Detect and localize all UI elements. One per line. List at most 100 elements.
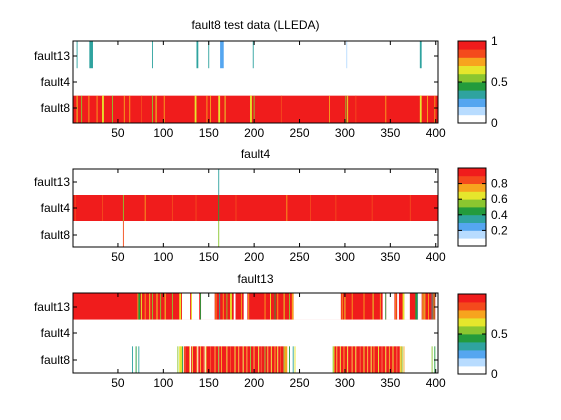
colorbar-segment-0: [458, 114, 486, 124]
heat-cell-fault8-70: [340, 346, 344, 373]
heat-cell-fault8-74: [348, 346, 352, 373]
heat-cell-fault8-85: [370, 346, 372, 373]
heat-cell-fault13-26: [270, 293, 271, 320]
x-tick-label-350: 350: [380, 250, 400, 264]
heat-cell-fault8-12: [196, 346, 198, 373]
heat-cell-fault8-68: [337, 346, 340, 373]
heat-cell-fault13-9: [171, 293, 173, 320]
heat-cell-fault8-58: [280, 346, 284, 373]
heat-cell-fault8-16: [203, 346, 205, 373]
heat-cell-fault8-76: [352, 346, 356, 373]
panel-2-heatmap: [73, 169, 438, 247]
panel-1-x-axis: 50 100 150 200 250 300 350 400: [73, 41, 446, 140]
heat-cell-fault8-82: [364, 346, 368, 373]
heat-cell-fault13-49: [422, 293, 424, 320]
colorbar-segment-4: [458, 82, 486, 91]
heat-cell-fault8-8: [189, 346, 191, 373]
heat-cell-fault8-27: [226, 346, 228, 373]
heat-cell-fault4-2: [122, 195, 124, 221]
heat-cell-fault13-29: [283, 293, 285, 320]
heat-cell-fault13-25: [264, 293, 266, 320]
colorbar-segment-5: [458, 73, 486, 83]
colorbar-segment-2: [458, 222, 486, 231]
heat-cell-fault8-7: [185, 346, 190, 373]
heat-cell-fault8-0: [132, 346, 133, 373]
heat-cell-fault8-20: [329, 95, 330, 123]
heat-cell-fault8-62: [292, 346, 294, 373]
heat-cell-fault8-57: [280, 346, 281, 373]
heat-cell-fault13-3: [144, 293, 146, 320]
heat-cell-fault13-38: [379, 293, 381, 320]
heat-cell-fault8-3: [177, 346, 179, 373]
heat-cell-fault8-17: [205, 346, 207, 373]
heat-cell-fault13-52: [431, 293, 433, 320]
heat-cell-fault8-84: [368, 346, 371, 373]
x-tick-label-150: 150: [199, 376, 219, 390]
heat-cell-fault8-97: [392, 346, 394, 373]
heat-cell-fault8-39: [250, 346, 251, 373]
colorbar-frame: [457, 167, 487, 247]
heat-cell-fault13-1: [89, 41, 93, 69]
heat-cell-fault8-17: [250, 95, 252, 123]
heat-cell-fault13-22: [240, 293, 242, 320]
panel-2-colorbar: 0.20.4 0.60.8: [457, 167, 508, 247]
heat-cell-fault8-4: [179, 346, 182, 373]
heat-cell-fault4-7: [235, 195, 237, 221]
heat-cell-fault13-46: [415, 293, 418, 320]
panel-2-row-label-fault8: fault8: [41, 228, 71, 242]
panel-1-colorbar: 00.51: [457, 34, 508, 130]
heat-row-fault8: [73, 221, 438, 247]
colorbar-segment-3: [458, 90, 486, 99]
heat-cell-fault8-21: [214, 346, 216, 373]
heat-cell-fault8-11: [192, 346, 197, 373]
x-tick-label-200: 200: [244, 250, 264, 264]
colorbar-segment-1: [458, 358, 486, 367]
heat-cell-fault4-9: [309, 195, 311, 221]
heat-cell-fault8-103: [401, 346, 403, 373]
colorbar-tick-label-0: 0: [491, 116, 498, 130]
heat-cell-fault8-9: [191, 346, 192, 373]
colorbar-segment-0: [458, 366, 486, 375]
x-tick-label-100: 100: [153, 376, 173, 390]
heat-cell-fault13-42: [395, 293, 397, 320]
x-tick-label-350: 350: [380, 126, 400, 140]
colorbar-segment-5: [458, 199, 486, 208]
heat-cell-fault8-6: [123, 95, 125, 123]
panel-3-row-label-fault8: fault8: [41, 353, 71, 367]
heat-cell-fault8-19: [210, 346, 212, 373]
heat-cell-fault13-6: [156, 293, 158, 320]
heat-cell-fault8-101: [399, 346, 401, 373]
heat-cell-fault13-50: [424, 293, 426, 320]
heat-cell-fault8-15: [201, 346, 204, 373]
x-tick-label-150: 150: [199, 126, 219, 140]
heat-cell-fault8-104: [403, 346, 405, 373]
heat-cell-fault13-4: [208, 41, 210, 69]
heat-cell-fault8-31: [234, 346, 236, 373]
heat-cell-fault13-43: [397, 293, 399, 320]
heat-cell-fault8-73: [347, 346, 349, 373]
heat-cell-fault8-14: [200, 346, 202, 373]
heat-cell-fault8-30: [230, 346, 235, 373]
heat-cell-fault8-32: [235, 346, 239, 373]
heat-cell-fault13-8: [419, 41, 422, 69]
heat-cell-fault8-98: [393, 346, 397, 373]
panel-1-row-label-fault4: fault4: [41, 75, 71, 89]
colorbar-tick-label-0: 0: [491, 367, 498, 381]
heat-cell-fault13-16: [215, 293, 217, 320]
heat-cell-fault13-36: [363, 293, 365, 320]
heat-cell-fault8-12: [194, 95, 197, 123]
heat-cell-fault8-41: [253, 346, 255, 373]
heat-cell-fault8-89: [378, 346, 379, 373]
colorbar-segment-7: [458, 310, 486, 319]
heat-cell-fault13-28: [277, 293, 279, 320]
heat-cell-fault8-80: [360, 346, 364, 373]
heat-cell-fault13-12: [191, 293, 192, 320]
heat-row-fault4: [73, 195, 438, 221]
heat-cell-fault13-2: [151, 41, 153, 69]
heat-cell-fault13-39: [382, 293, 386, 320]
x-tick-label-150: 150: [199, 250, 219, 264]
panel-3-title: fault13: [237, 272, 273, 286]
heat-cell-fault13-20: [230, 293, 232, 320]
colorbar-segment-9: [458, 294, 486, 303]
heat-cell-fault13-35: [351, 293, 353, 320]
